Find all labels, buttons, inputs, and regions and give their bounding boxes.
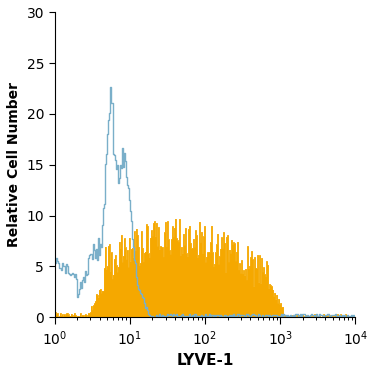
Y-axis label: Relative Cell Number: Relative Cell Number <box>7 82 21 247</box>
X-axis label: LYVE-1: LYVE-1 <box>176 353 234 368</box>
